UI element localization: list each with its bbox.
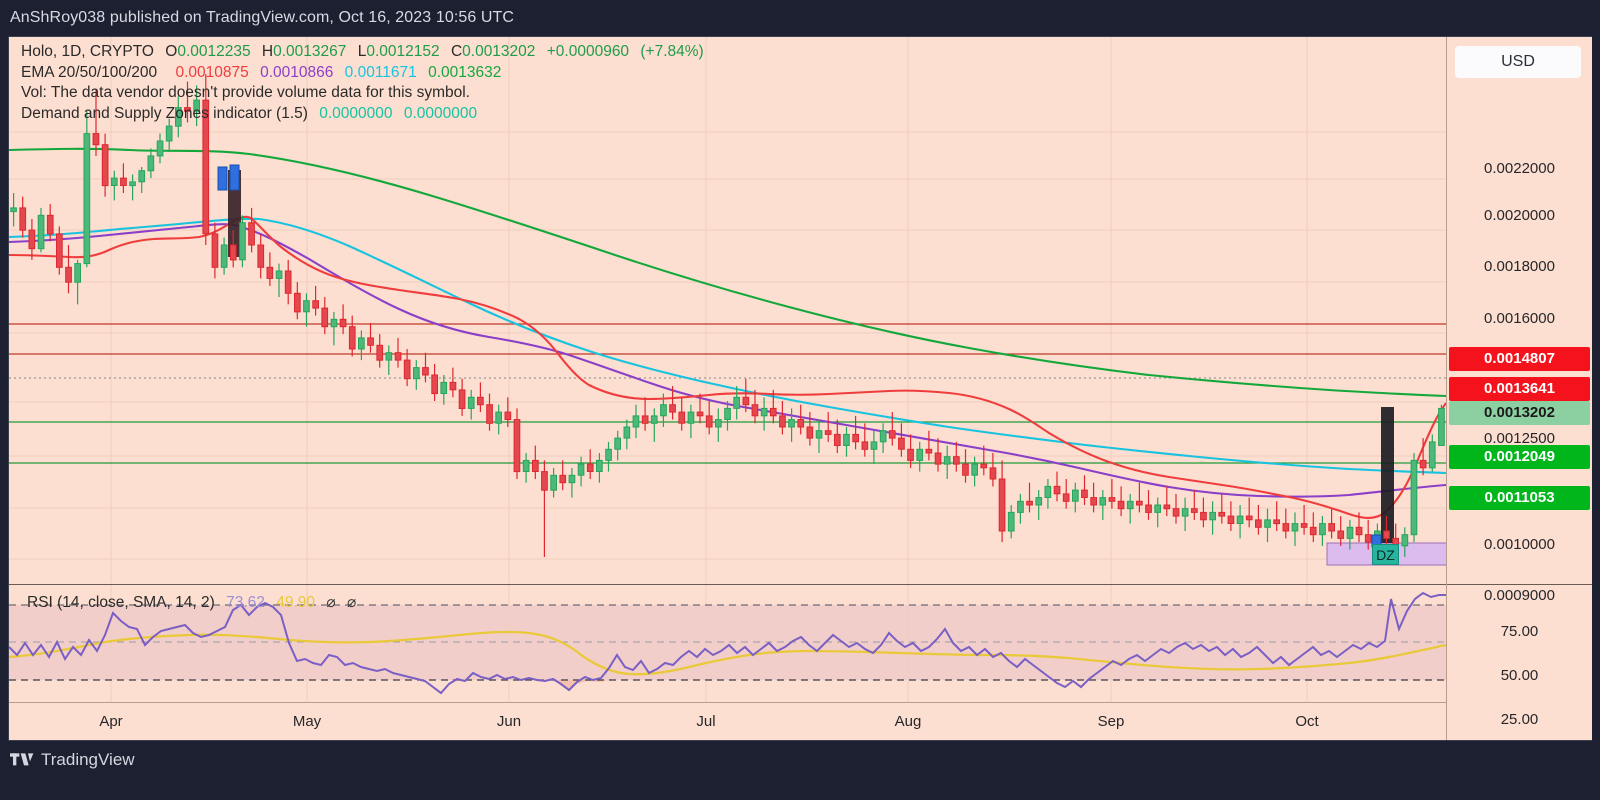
time-tick-label: Sep xyxy=(1097,713,1125,730)
time-tick-label: Apr xyxy=(99,713,123,730)
supply-zone-bar xyxy=(228,170,241,257)
tradingview-logo-icon xyxy=(10,753,34,766)
price-chart-pane[interactable]: Holo, 1D, CRYPTO O0.0012235 H0.0013267 L… xyxy=(9,37,1446,583)
price-tick-label: 0.0012500 xyxy=(1484,430,1555,447)
demand-zone-label: DZ xyxy=(1372,544,1399,565)
time-tick-label: May xyxy=(292,713,322,730)
rsi-pane[interactable]: RSI (14, close, SMA, 14, 2) 73.62 49.90 … xyxy=(9,584,1446,702)
scale-divider xyxy=(1447,584,1592,585)
chart-frame: Holo, 1D, CRYPTO O0.0012235 H0.0013267 L… xyxy=(8,36,1592,741)
price-tick-label: 0.0009000 xyxy=(1484,587,1555,604)
brand-name: TradingView xyxy=(41,750,135,769)
price-tick-label: 0.0022000 xyxy=(1484,160,1555,177)
ema200-line xyxy=(9,147,1446,398)
price-tick-label: 0.0010000 xyxy=(1484,536,1555,553)
price-tick-label: 0.0016000 xyxy=(1484,310,1555,327)
rsi-tick-label: 50.00 xyxy=(1500,667,1539,684)
tradingview-brand: TradingView xyxy=(10,750,135,770)
demand-zone-bar xyxy=(1381,407,1394,543)
ema100-line xyxy=(9,217,1446,475)
price-level-tag[interactable]: 0.0013202 xyxy=(1449,401,1590,425)
currency-badge[interactable]: USD xyxy=(1455,46,1581,78)
price-chart-svg xyxy=(9,37,1446,583)
publisher-text: AnShRoy038 published on TradingView.com,… xyxy=(10,9,515,26)
price-level-tag[interactable]: 0.0011053 xyxy=(1449,486,1590,510)
time-tick-label: Jun xyxy=(496,713,522,730)
rsi-chart-svg xyxy=(9,585,1446,702)
time-axis[interactable]: Apr May Jun Jul Aug Sep Oct xyxy=(9,702,1446,741)
price-level-tag[interactable]: 0.0014807 xyxy=(1449,347,1590,371)
vertical-gridlines xyxy=(110,37,1308,583)
time-tick-label: Aug xyxy=(894,713,922,730)
price-level-tag[interactable]: 0.0013641 xyxy=(1449,377,1590,401)
rsi-value-line xyxy=(9,591,1446,695)
publisher-bar: AnShRoy038 published on TradingView.com,… xyxy=(0,0,1600,36)
rsi-sma-line xyxy=(9,630,1446,676)
time-tick-label: Oct xyxy=(1295,713,1319,730)
candlestick-series xyxy=(10,74,1445,557)
rsi-tick-label: 75.00 xyxy=(1500,623,1539,640)
time-tick-label: Jul xyxy=(696,713,716,730)
price-level-tag[interactable]: 0.0012049 xyxy=(1449,445,1590,469)
rsi-band-fill xyxy=(9,605,1446,680)
rsi-tick-label: 25.00 xyxy=(1500,711,1539,728)
price-tick-label: 0.0020000 xyxy=(1484,207,1555,224)
price-scale[interactable]: USD 0.0022000 0.0020000 0.0018000 0.0016000… xyxy=(1446,37,1592,740)
price-tick-label: 0.0018000 xyxy=(1484,258,1555,275)
